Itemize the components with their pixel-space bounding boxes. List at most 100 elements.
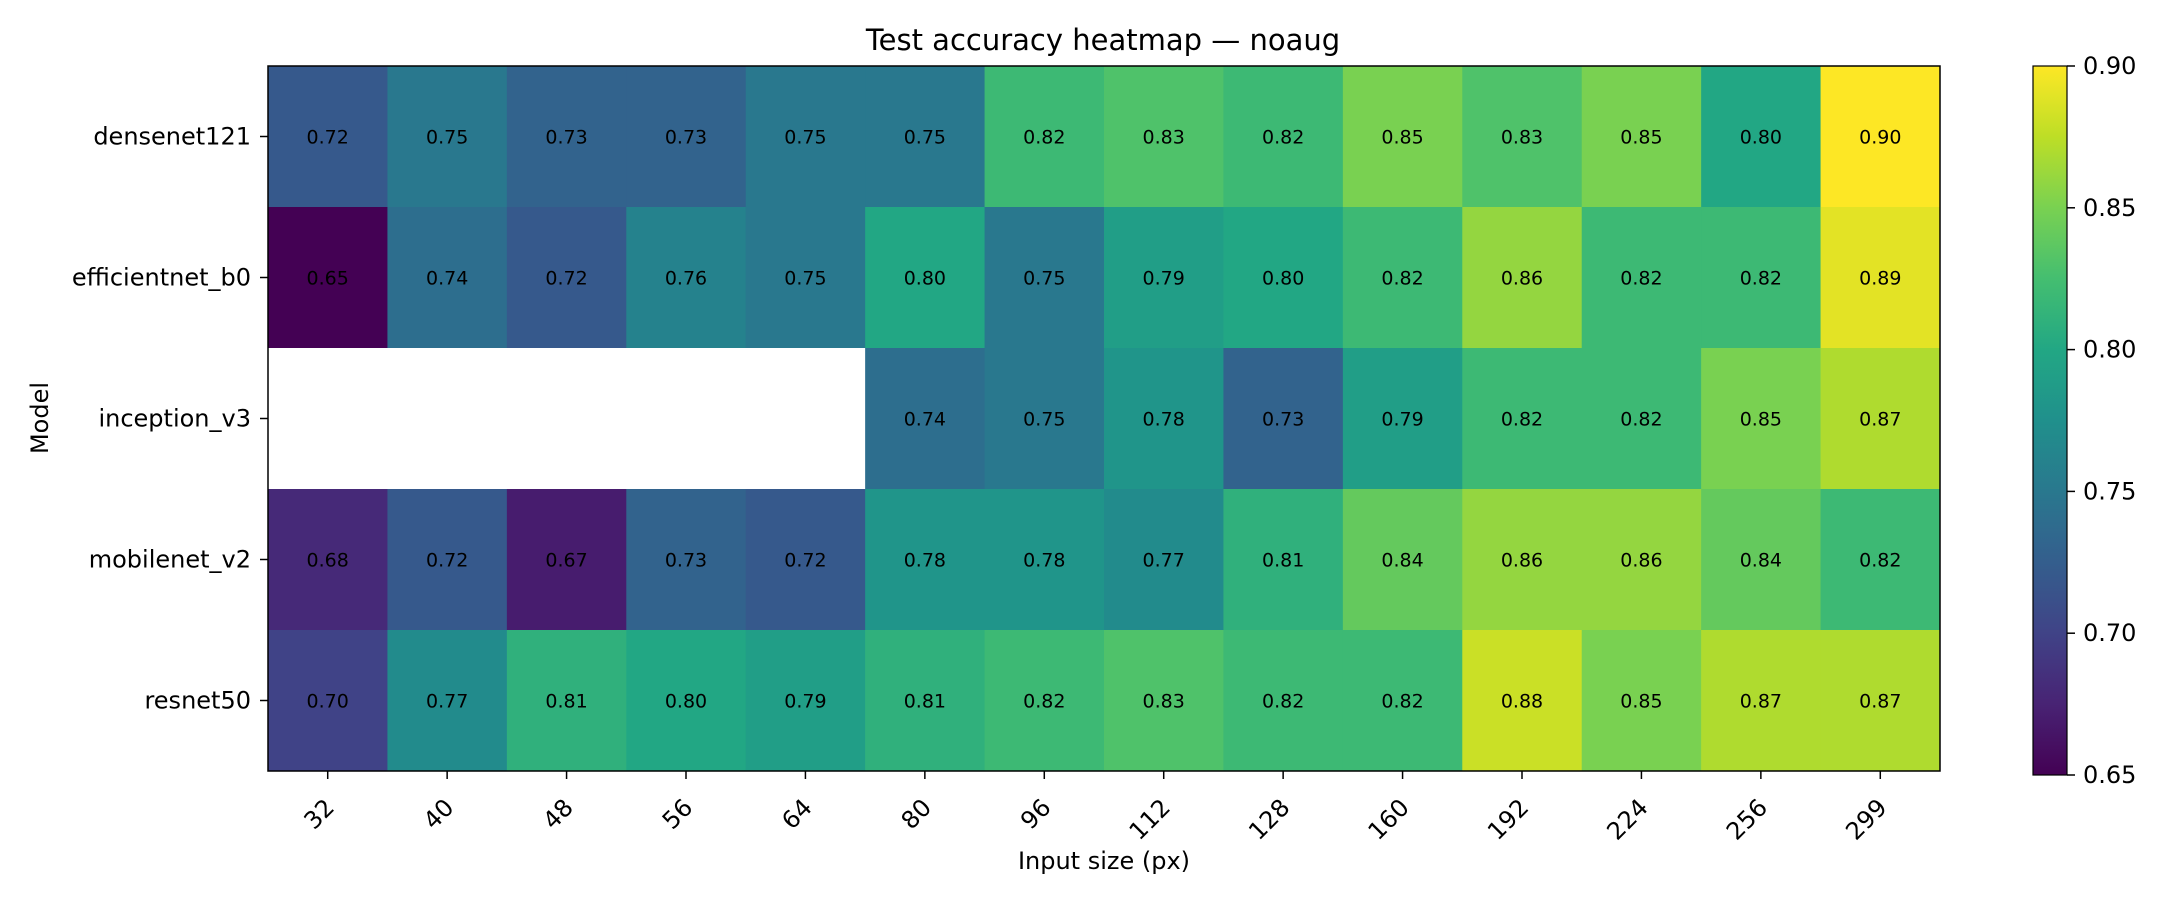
cell-value-label: 0.86 [1501,268,1543,290]
x-tick-label: 96 [1015,793,1056,834]
colorbar-ticks: 0.65 0.70 0.75 0.80 0.85 0.90 [2067,52,2136,789]
heatmap-cell [387,630,508,772]
heatmap-cell [268,348,388,490]
cell-value-label: 0.81 [1262,550,1304,572]
x-tick-label: 56 [657,793,698,834]
cell-value-label: 0.82 [1262,691,1304,713]
heatmap-cell [506,348,627,490]
heatmap-cell [1104,348,1224,490]
heatmap-cell [745,489,866,631]
cell-value-label: 0.85 [1740,409,1782,431]
heatmap-cell [745,630,866,772]
heatmap-cell [984,66,1105,208]
cell-value-label: 0.68 [307,550,349,572]
heatmap-cell [745,348,866,490]
heatmap-cells: 0.72 0.75 0.73 0.73 0.75 0.75 0.82 0.83 0.82 0.85… [268,66,1941,772]
cell-value-label: 0.81 [545,691,587,713]
cell-value-label: 0.72 [545,268,587,290]
colorbar-tick-label: 0.65 [2083,761,2136,789]
cell-value-label: 0.87 [1859,409,1901,431]
heatmap-cell [1342,348,1463,490]
heatmap-cell [1701,348,1822,490]
cell-value-label: 0.82 [1023,127,1065,149]
cell-value-label: 0.82 [1620,268,1662,290]
colorbar-tick-label: 0.70 [2083,619,2136,647]
heatmap-cell [1581,630,1702,772]
heatmap-cell [268,66,388,208]
heatmap-cell [1342,630,1463,772]
x-tick-label: 64 [776,793,817,834]
heatmap-cell [626,207,747,349]
cell-value-label: 0.74 [904,409,946,431]
cell-value-label: 0.77 [426,691,468,713]
heatmap-cell [1223,489,1344,631]
heatmap-cell [387,348,508,490]
cell-value-label: 0.82 [1859,550,1901,572]
heatmap-cell [506,489,627,631]
x-axis-label: Input size (px) [1018,847,1190,875]
x-axis-ticks: 32 40 48 56 64 80 96 112 128 160 192 224 256 299 [299,771,1893,846]
cell-value-label: 0.73 [545,127,587,149]
x-tick-label: 128 [1243,793,1295,845]
heatmap-cell [1820,66,1941,208]
cell-value-label: 0.72 [307,127,349,149]
y-tick-label: mobilenet_v2 [89,546,251,574]
cell-value-label: 0.85 [1620,127,1662,149]
cell-value-label: 0.75 [1023,409,1065,431]
cell-value-label: 0.70 [307,691,349,713]
heatmap-cell [506,630,627,772]
cell-value-label: 0.86 [1620,550,1662,572]
colorbar-tick-label: 0.80 [2083,336,2136,364]
cell-value-label: 0.78 [1143,409,1185,431]
cell-value-label: 0.87 [1740,691,1782,713]
heatmap-cell [745,207,866,349]
cell-value-label: 0.83 [1143,691,1185,713]
heatmap-cell [865,630,986,772]
heatmap-cell [268,630,388,772]
heatmap-cell [1701,66,1822,208]
cell-value-label: 0.83 [1143,127,1185,149]
cell-value-label: 0.80 [1740,127,1782,149]
y-tick-label: densenet121 [93,123,251,151]
x-tick-label: 256 [1721,793,1773,845]
cell-value-label: 0.85 [1381,127,1423,149]
heatmap-cell [626,348,747,490]
heatmap-cell [1820,348,1941,490]
cell-value-label: 0.75 [904,127,946,149]
heatmap-cell [1701,207,1822,349]
heatmap-cell [506,66,627,208]
heatmap-cell [1701,489,1822,631]
cell-value-label: 0.78 [1023,550,1065,572]
x-tick-label: 40 [418,793,459,834]
cell-value-label: 0.75 [784,268,826,290]
cell-value-label: 0.77 [1143,550,1185,572]
heatmap-cell [984,489,1105,631]
cell-value-label: 0.80 [665,691,707,713]
x-tick-label: 112 [1124,793,1176,845]
heatmap-cell [1462,66,1583,208]
cell-value-label: 0.84 [1381,550,1423,572]
cell-value-label: 0.79 [1381,409,1423,431]
heatmap-cell [268,489,388,631]
heatmap-cell [268,207,388,349]
y-tick-label: resnet50 [144,687,251,715]
cell-value-label: 0.88 [1501,691,1543,713]
colorbar-tick-label: 0.75 [2083,477,2136,505]
x-tick-label: 80 [896,793,937,834]
heatmap-cell [1462,348,1583,490]
x-tick-label: 48 [537,793,578,834]
cell-value-label: 0.82 [1262,127,1304,149]
y-axis-ticks: densenet121 efficientnet_b0 inception_v3mo… [72,123,268,715]
cell-value-label: 0.86 [1501,550,1543,572]
cell-value-label: 0.84 [1740,550,1782,572]
heatmap-cell [1342,66,1463,208]
y-tick-label: inception_v3 [98,405,251,433]
heatmap-cell [1223,66,1344,208]
cell-value-label: 0.83 [1501,127,1543,149]
cell-value-label: 0.75 [426,127,468,149]
heatmap-cell [387,207,508,349]
heatmap-cell [1342,207,1463,349]
x-tick-label: 160 [1363,793,1415,845]
cell-value-label: 0.81 [904,691,946,713]
